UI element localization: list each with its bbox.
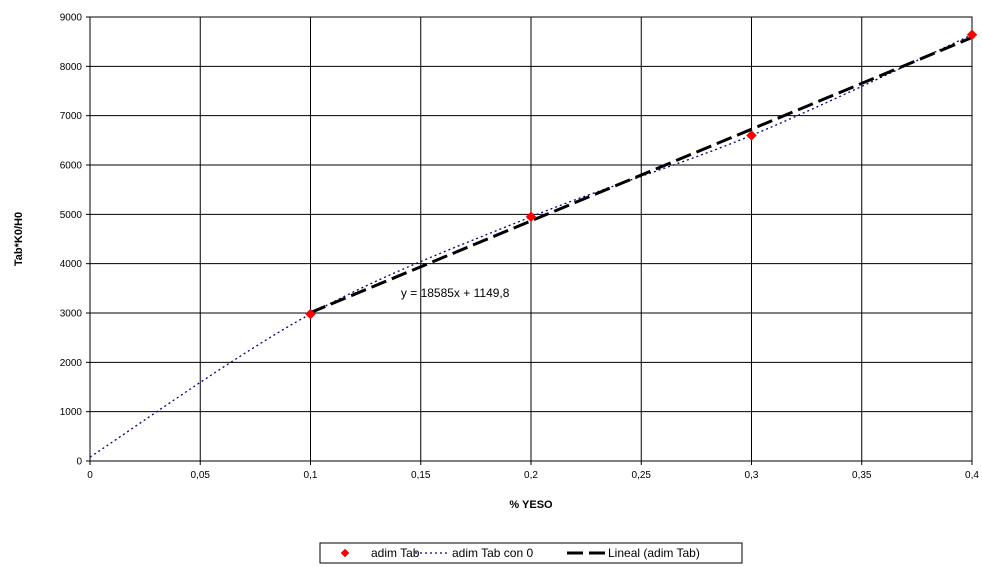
x-tick-label: 0,3 bbox=[745, 470, 759, 481]
x-axis-title: % YESO bbox=[509, 499, 553, 511]
y-tick-label: 7000 bbox=[60, 111, 83, 122]
data-point-marker bbox=[746, 130, 757, 141]
y-tick-label: 5000 bbox=[60, 210, 83, 221]
data-point-marker bbox=[966, 29, 978, 41]
legend-swatch-adim-tab bbox=[340, 548, 350, 558]
y-tick-label: 4000 bbox=[60, 259, 83, 270]
y-axis-title: Tab*K0/H0 bbox=[13, 212, 25, 266]
series-layer bbox=[89, 29, 978, 458]
x-tick-label: 0,15 bbox=[411, 470, 431, 481]
data-point-marker bbox=[305, 308, 316, 320]
grid bbox=[90, 17, 972, 461]
legend-items: adim Tab adim Tab con 0 Lineal (adim Tab) bbox=[340, 546, 700, 560]
y-tick-label: 0 bbox=[76, 457, 82, 468]
legend-box bbox=[319, 542, 743, 564]
x-tick-label: 0,35 bbox=[852, 470, 872, 481]
y-tick-label: 1000 bbox=[60, 407, 83, 418]
x-tick-label: 0,4 bbox=[965, 470, 979, 481]
x-tick-label: 0,2 bbox=[524, 470, 538, 481]
y-tick-label: 8000 bbox=[60, 62, 83, 73]
ticks: 0 0,05 0,1 0,15 0,2 0,25 0,3 0,35 0,4 0 1000 2000 30… bbox=[60, 13, 980, 482]
y-tick-label: 6000 bbox=[60, 161, 83, 172]
x-tick-label: 0,1 bbox=[304, 470, 318, 481]
y-tick-label: 2000 bbox=[60, 358, 83, 369]
legend: adim Tab adim Tab con 0 Lineal (adim Tab) bbox=[319, 542, 743, 564]
legend-label: Lineal (adim Tab) bbox=[608, 546, 700, 560]
trendline-equation: y = 18585x + 1149,8 bbox=[401, 286, 510, 300]
data-point-marker bbox=[525, 211, 537, 223]
x-tick-label: 0 bbox=[87, 470, 93, 481]
x-tick-label: 0,25 bbox=[632, 470, 652, 481]
y-tick-label: 3000 bbox=[60, 309, 83, 320]
y-tick-label: 9000 bbox=[60, 13, 83, 24]
legend-label: adim Tab bbox=[371, 546, 420, 560]
legend-label: adim Tab con 0 bbox=[452, 546, 533, 560]
trendline-lineal-adim-tab bbox=[309, 36, 973, 314]
x-tick-label: 0,05 bbox=[191, 470, 211, 481]
